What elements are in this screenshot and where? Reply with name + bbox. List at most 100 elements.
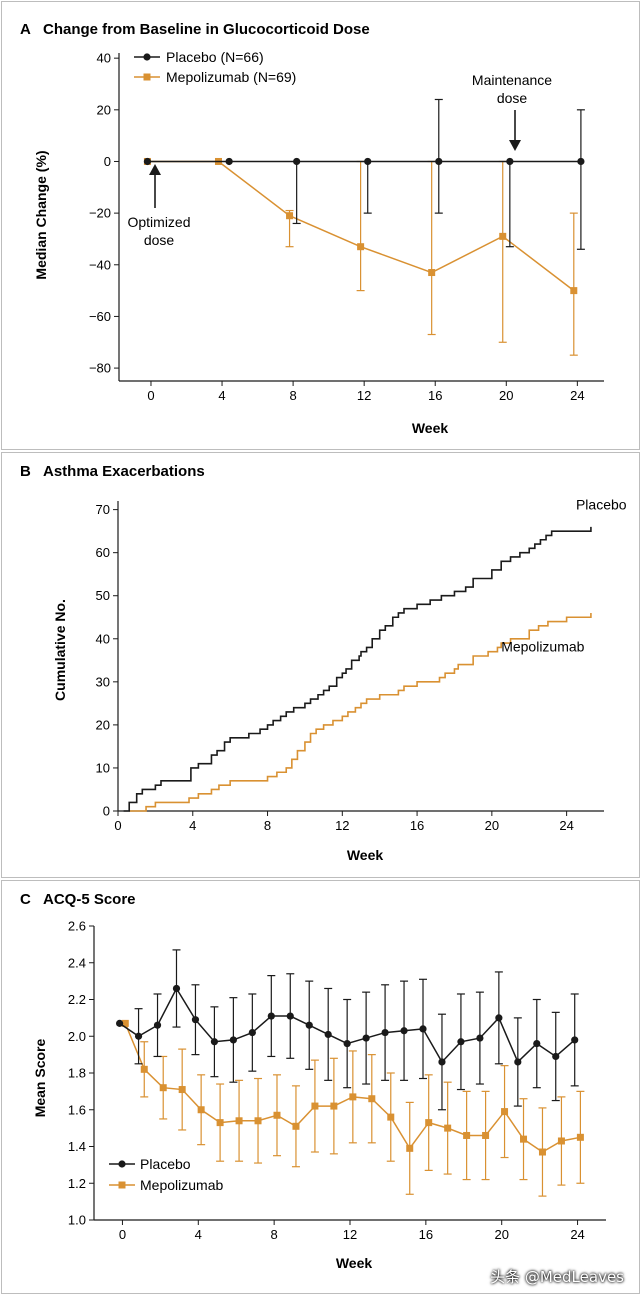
mepolizumab-series-label: Mepolizumab — [501, 639, 584, 655]
chart-a-title: Change from Baseline in Glucocorticoid D… — [43, 21, 370, 38]
legend-c-mepolizumab-marker — [118, 1181, 126, 1189]
placebo-point — [143, 157, 152, 166]
panel-letter-a: A — [20, 21, 31, 38]
placebo-point — [514, 1058, 522, 1066]
placebo-point — [495, 1014, 503, 1022]
placebo-point — [305, 1021, 313, 1029]
y-tick-label: 2.6 — [68, 919, 86, 934]
chart-a-svg: A Change from Baseline in Glucocorticoid… — [20, 21, 604, 436]
chart-a-ylabel: Median Change (%) — [33, 150, 49, 279]
x-tick-label: 8 — [289, 388, 296, 403]
x-tick-label: 4 — [195, 1227, 202, 1242]
mepolizumab-point — [140, 1065, 148, 1073]
mepolizumab-point — [292, 1122, 300, 1130]
chart-c-ylabel: Mean Score — [32, 1038, 48, 1117]
y-tick-label: 1.6 — [68, 1102, 86, 1117]
annotation-optimized-dose: Optimized dose — [127, 164, 191, 248]
mepolizumab-point — [330, 1102, 338, 1110]
x-tick-label: 4 — [189, 818, 196, 833]
placebo-point — [419, 1025, 427, 1033]
mepolizumab-point — [311, 1102, 319, 1110]
y-tick-label: 60 — [96, 545, 110, 560]
placebo-point — [506, 157, 514, 166]
annotation-optimized-arrow — [149, 164, 161, 175]
annotation-maintenance-dose: Maintenance dose — [472, 72, 552, 151]
placebo-point — [381, 1028, 389, 1037]
y-tick-label: 1.8 — [68, 1066, 86, 1081]
y-tick-label: 0 — [103, 804, 110, 819]
mepolizumab-point — [286, 212, 294, 220]
mepolizumab-point — [576, 1133, 584, 1141]
x-tick-label: 24 — [570, 388, 584, 403]
placebo-point — [457, 1038, 465, 1046]
placebo-point — [229, 1036, 237, 1044]
placebo-point — [267, 1012, 275, 1020]
annotation-optimized-line1: Optimized — [127, 214, 190, 230]
mepolizumab-point — [520, 1135, 528, 1143]
chart-a-xlabel: Week — [412, 420, 449, 436]
placebo-point — [225, 157, 233, 166]
x-tick-label: 0 — [147, 388, 154, 403]
placebo-point — [248, 1028, 256, 1037]
mepolizumab-point — [538, 1148, 546, 1156]
placebo-point — [153, 1021, 162, 1029]
y-tick-label: 10 — [96, 760, 110, 775]
placebo-point — [134, 1032, 143, 1040]
y-tick-label: 2.0 — [68, 1029, 86, 1044]
legend-c-placebo-label: Placebo — [140, 1156, 191, 1172]
mepolizumab-point — [387, 1113, 395, 1121]
placebo-point — [210, 1038, 219, 1046]
y-tick-label: −80 — [89, 361, 111, 376]
mepolizumab-point — [444, 1124, 452, 1132]
placebo-point — [116, 1019, 124, 1027]
mepolizumab-point — [501, 1108, 509, 1116]
x-tick-label: 24 — [570, 1227, 584, 1242]
x-tick-label: 16 — [419, 1227, 433, 1242]
y-tick-label: 0 — [104, 154, 111, 169]
placebo-series-label: Placebo — [576, 497, 627, 513]
y-tick-label: 40 — [97, 51, 111, 66]
placebo-point — [286, 1012, 294, 1020]
annotation-optimized-line2: dose — [144, 232, 175, 248]
y-tick-label: 30 — [96, 674, 110, 689]
x-tick-label: 20 — [494, 1227, 508, 1242]
chart-c-xlabel: Week — [336, 1255, 373, 1271]
mepolizumab-point — [428, 269, 436, 277]
legend-mepolizumab-marker — [143, 73, 151, 81]
legend-placebo-label: Placebo (N=66) — [166, 49, 264, 65]
placebo-point — [435, 157, 443, 166]
mepolizumab-point — [482, 1131, 490, 1139]
mepolizumab-point — [349, 1093, 357, 1101]
legend-mepolizumab-label: Mepolizumab (N=69) — [166, 69, 296, 85]
placebo-point — [400, 1027, 408, 1035]
chart-b-ylabel: Cumulative No. — [52, 599, 68, 701]
x-tick-label: 0 — [119, 1227, 126, 1242]
mepolizumab-point — [159, 1084, 167, 1092]
annotation-maintenance-line2: dose — [497, 90, 528, 106]
watermark: 头条 @MedLeaves — [490, 1268, 624, 1286]
x-tick-label: 12 — [357, 388, 371, 403]
placebo-point — [172, 984, 181, 993]
legend-c-mepolizumab-label: Mepolizumab — [140, 1177, 223, 1193]
mepolizumab-point — [235, 1117, 243, 1125]
chart-b-title: Asthma Exacerbations — [43, 463, 205, 480]
panel-letter-b: B — [20, 463, 31, 480]
y-tick-label: −60 — [89, 309, 111, 324]
panel-a: A Change from Baseline in Glucocorticoid… — [1, 1, 640, 450]
x-tick-label: 20 — [485, 818, 499, 833]
x-tick-label: 8 — [271, 1227, 278, 1242]
x-tick-label: 4 — [218, 388, 225, 403]
y-tick-label: 1.2 — [68, 1176, 86, 1191]
placebo-point — [343, 1040, 351, 1048]
mepolizumab-point — [216, 1119, 224, 1127]
mepolizumab-point — [273, 1111, 281, 1119]
placebo-point — [362, 1034, 370, 1042]
mepolizumab-point — [368, 1095, 376, 1103]
y-tick-label: 20 — [97, 102, 111, 117]
legend-placebo-marker — [143, 53, 151, 61]
y-tick-label: 1.4 — [68, 1139, 86, 1154]
mepolizumab-point — [178, 1086, 186, 1094]
x-tick-label: 16 — [428, 388, 442, 403]
y-tick-label: 70 — [96, 502, 110, 517]
legend-c-placebo-marker — [118, 1160, 126, 1168]
